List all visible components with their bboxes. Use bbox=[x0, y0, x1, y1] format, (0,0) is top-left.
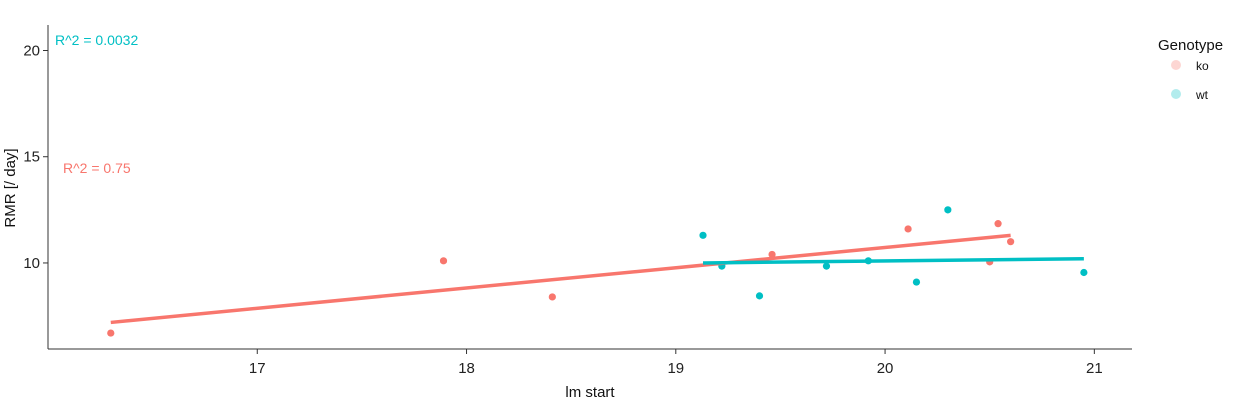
data-point-ko bbox=[107, 329, 115, 337]
data-point-wt bbox=[1080, 268, 1088, 277]
data-point-ko bbox=[768, 250, 776, 259]
y-tick-label: 15 bbox=[23, 149, 40, 166]
data-point-ko bbox=[994, 220, 1002, 228]
data-point-ko bbox=[439, 257, 448, 265]
legend: Genotype ko wt bbox=[1158, 37, 1223, 102]
y-tick-label: 20 bbox=[23, 42, 40, 59]
data-point-wt bbox=[944, 206, 952, 214]
x-tick-label: 17 bbox=[249, 360, 266, 377]
x-axis-title: lm start bbox=[565, 384, 615, 400]
x-tick-label: 18 bbox=[458, 360, 475, 377]
data-point-ko bbox=[904, 225, 912, 233]
y-tick-label: 10 bbox=[23, 255, 40, 272]
legend-key-ko bbox=[1171, 60, 1181, 70]
legend-key-wt bbox=[1171, 89, 1181, 99]
y-axis-title: RMR [/ day] bbox=[2, 148, 19, 227]
data-point-ko bbox=[1007, 238, 1015, 246]
x-tick-label: 20 bbox=[877, 360, 894, 377]
regression-line-ko bbox=[110, 233, 1011, 325]
data-point-wt bbox=[912, 278, 921, 286]
plot-marks bbox=[107, 206, 1088, 337]
x-tick-label: 21 bbox=[1086, 360, 1103, 377]
r-squared-annotation-wt: R^2 = 0.0032 bbox=[55, 32, 138, 48]
x-tick-label: 19 bbox=[667, 360, 684, 377]
legend-title: Genotype bbox=[1158, 37, 1223, 54]
regression-line-wt bbox=[702, 256, 1084, 265]
data-point-wt bbox=[755, 292, 764, 300]
data-point-ko bbox=[548, 293, 556, 301]
legend-label-wt: wt bbox=[1195, 88, 1209, 102]
data-point-wt bbox=[699, 231, 707, 239]
legend-label-ko: ko bbox=[1196, 59, 1209, 73]
data-point-wt bbox=[822, 262, 831, 270]
r-squared-annotation-ko: R^2 = 0.75 bbox=[63, 160, 131, 176]
axis-ticks: 17 18 19 20 21 10 15 20 bbox=[23, 42, 1102, 377]
